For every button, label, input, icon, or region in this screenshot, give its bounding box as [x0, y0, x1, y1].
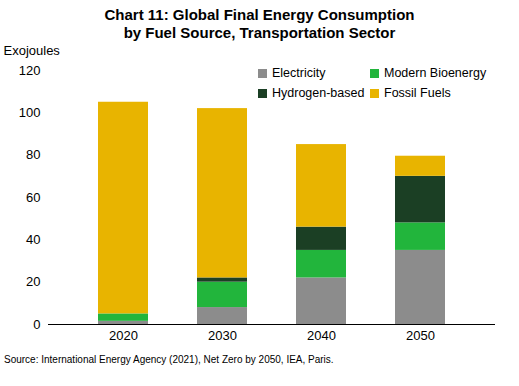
html-text:Source: International Energy A: Source: International Energy Agency (202… — [4, 354, 334, 365]
svg-text:2030: 2030 — [208, 328, 237, 343]
html-text:Hydrogen-based: Hydrogen-based — [272, 86, 365, 100]
svg-text:20: 20 — [26, 274, 40, 289]
html-text:Fossil Fuels: Fossil Fuels — [384, 86, 451, 100]
svg-text:2020: 2020 — [109, 328, 138, 343]
svg-text:100: 100 — [19, 105, 41, 120]
svg-text:0: 0 — [33, 317, 40, 332]
svg-text:40: 40 — [26, 232, 40, 247]
svg-text:2050: 2050 — [406, 328, 435, 343]
svg-text:Exojoules: Exojoules — [4, 43, 61, 58]
svg-text:120: 120 — [19, 63, 41, 78]
html-text:Chart 11: Global Final Energy: Chart 11: Global Final Energy Consumptio… — [104, 6, 415, 41]
html-text:Electricity: Electricity — [272, 66, 326, 80]
svg-text:80: 80 — [26, 147, 40, 162]
html-text:Modern Bioenergy: Modern Bioenergy — [384, 66, 487, 80]
svg-text:2040: 2040 — [307, 328, 336, 343]
svg-text:60: 60 — [26, 190, 40, 205]
